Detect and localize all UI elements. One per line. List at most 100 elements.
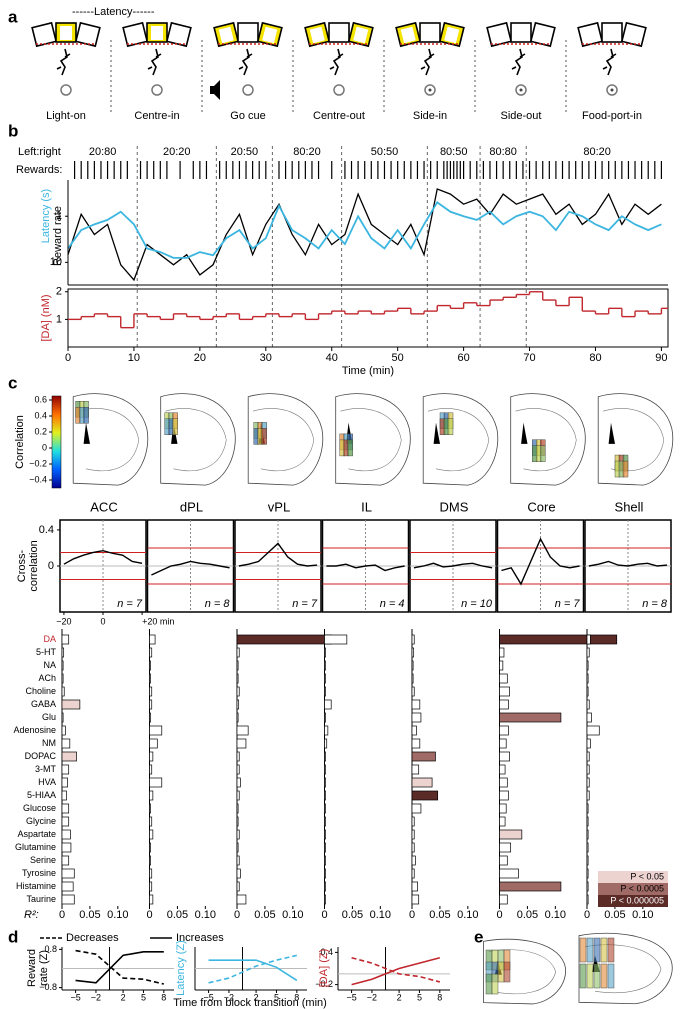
analyte-label: Glycine	[26, 816, 56, 826]
x-tick-label: 80	[589, 352, 601, 364]
x-tick-label: 2	[397, 992, 402, 1002]
food-dot	[610, 88, 614, 92]
port-box	[31, 21, 58, 48]
r2-bar	[149, 868, 153, 879]
mean-line	[208, 959, 298, 982]
implant	[503, 961, 511, 983]
implant	[579, 963, 587, 989]
r2-tick-label: 0.05	[604, 909, 625, 921]
port	[601, 22, 623, 43]
event-label: Go cue	[230, 110, 265, 122]
r2-bar	[149, 790, 154, 801]
x-tick-label: −2	[91, 992, 101, 1002]
region-name: Core	[527, 499, 555, 514]
brain-inner	[340, 408, 402, 472]
colorbar-tick-label: 0	[42, 442, 47, 452]
port	[620, 21, 647, 48]
x-tick-label: −5	[203, 992, 213, 1002]
analyte-label: HVA	[38, 777, 56, 787]
implant	[172, 418, 178, 435]
r2-bar	[236, 660, 239, 671]
panel-label: c	[8, 373, 17, 392]
latency-line	[67, 201, 662, 259]
x-tick-label: 5	[274, 992, 279, 1002]
x-tick-label: 10	[128, 352, 140, 364]
r2-bar	[586, 686, 589, 697]
implant	[347, 439, 353, 457]
r2-bar	[586, 790, 590, 801]
r2-tick-label: 0.10	[107, 909, 128, 921]
x-tick-label: 8	[294, 992, 299, 1002]
legend-swatch	[598, 871, 668, 883]
r2-bar	[149, 660, 151, 671]
r2-bar	[324, 816, 326, 827]
implant	[593, 963, 601, 989]
mouse	[329, 48, 344, 76]
brain-inner	[515, 408, 577, 472]
colorbar-tick-label: −0.2	[29, 458, 47, 468]
xcorr-axis-label: Cross-	[16, 549, 28, 582]
r2-bar	[61, 725, 66, 736]
food-port	[151, 84, 163, 96]
latency-tick-label: 10	[50, 256, 62, 268]
da-frame	[67, 288, 669, 348]
n-label: n = 7	[292, 598, 318, 610]
food-port	[60, 84, 72, 96]
r2-bar	[149, 647, 153, 658]
r2-tick-label: 0.10	[545, 909, 566, 921]
r2-bar	[149, 881, 153, 892]
brain-inner	[165, 408, 227, 472]
brain-inner	[602, 408, 665, 472]
r2-bar	[411, 699, 421, 710]
port-inner	[309, 26, 325, 44]
port-inner	[262, 26, 278, 44]
r2-tick-label: 0	[59, 909, 65, 921]
port	[419, 22, 441, 43]
brain-inner	[77, 408, 140, 472]
r2-bar	[61, 829, 71, 840]
r2-bar	[499, 634, 618, 645]
r2-bar	[586, 751, 590, 762]
analyte-label: Serine	[30, 855, 56, 865]
r2-bar	[411, 881, 418, 892]
brain-outline	[335, 393, 411, 486]
implant	[607, 937, 615, 963]
y-tick-label: 0.4	[320, 947, 333, 957]
legend-label: P < 0.0005	[620, 883, 664, 893]
r2-bar	[586, 894, 589, 905]
r2-bar	[499, 790, 509, 801]
r2-bar	[586, 829, 589, 840]
port	[486, 21, 513, 48]
xcorr-line	[63, 549, 143, 565]
panel-label: d	[8, 927, 18, 946]
r2-bar	[236, 738, 247, 749]
block-ratio: 20:50	[231, 146, 259, 158]
r2-bar	[499, 764, 506, 775]
r2-bar	[61, 855, 70, 866]
food-dot	[519, 88, 523, 92]
r2-bar	[411, 738, 421, 749]
r2-bar	[149, 725, 163, 736]
brain-inner	[252, 408, 315, 472]
r2-bar	[61, 647, 65, 658]
mouse	[147, 48, 162, 76]
implant	[607, 963, 615, 989]
implant	[586, 937, 594, 963]
r2-bar	[586, 673, 589, 684]
analyte-label: Adenosine	[13, 725, 56, 735]
r2-bar	[499, 868, 519, 879]
port-inner	[218, 26, 234, 44]
port-inner	[353, 26, 369, 44]
analyte-label: ACh	[38, 673, 56, 683]
x-tick-label: 50	[392, 352, 404, 364]
r2-bar	[499, 816, 506, 827]
x-tick-label: −5	[346, 992, 356, 1002]
port-box	[122, 21, 149, 48]
brain-inner	[488, 949, 556, 995]
da-tick-label: 2	[56, 286, 62, 298]
food-port	[333, 84, 345, 96]
xcorr-line	[501, 537, 580, 586]
brain-outline	[247, 393, 324, 486]
r2-bar	[61, 673, 64, 684]
